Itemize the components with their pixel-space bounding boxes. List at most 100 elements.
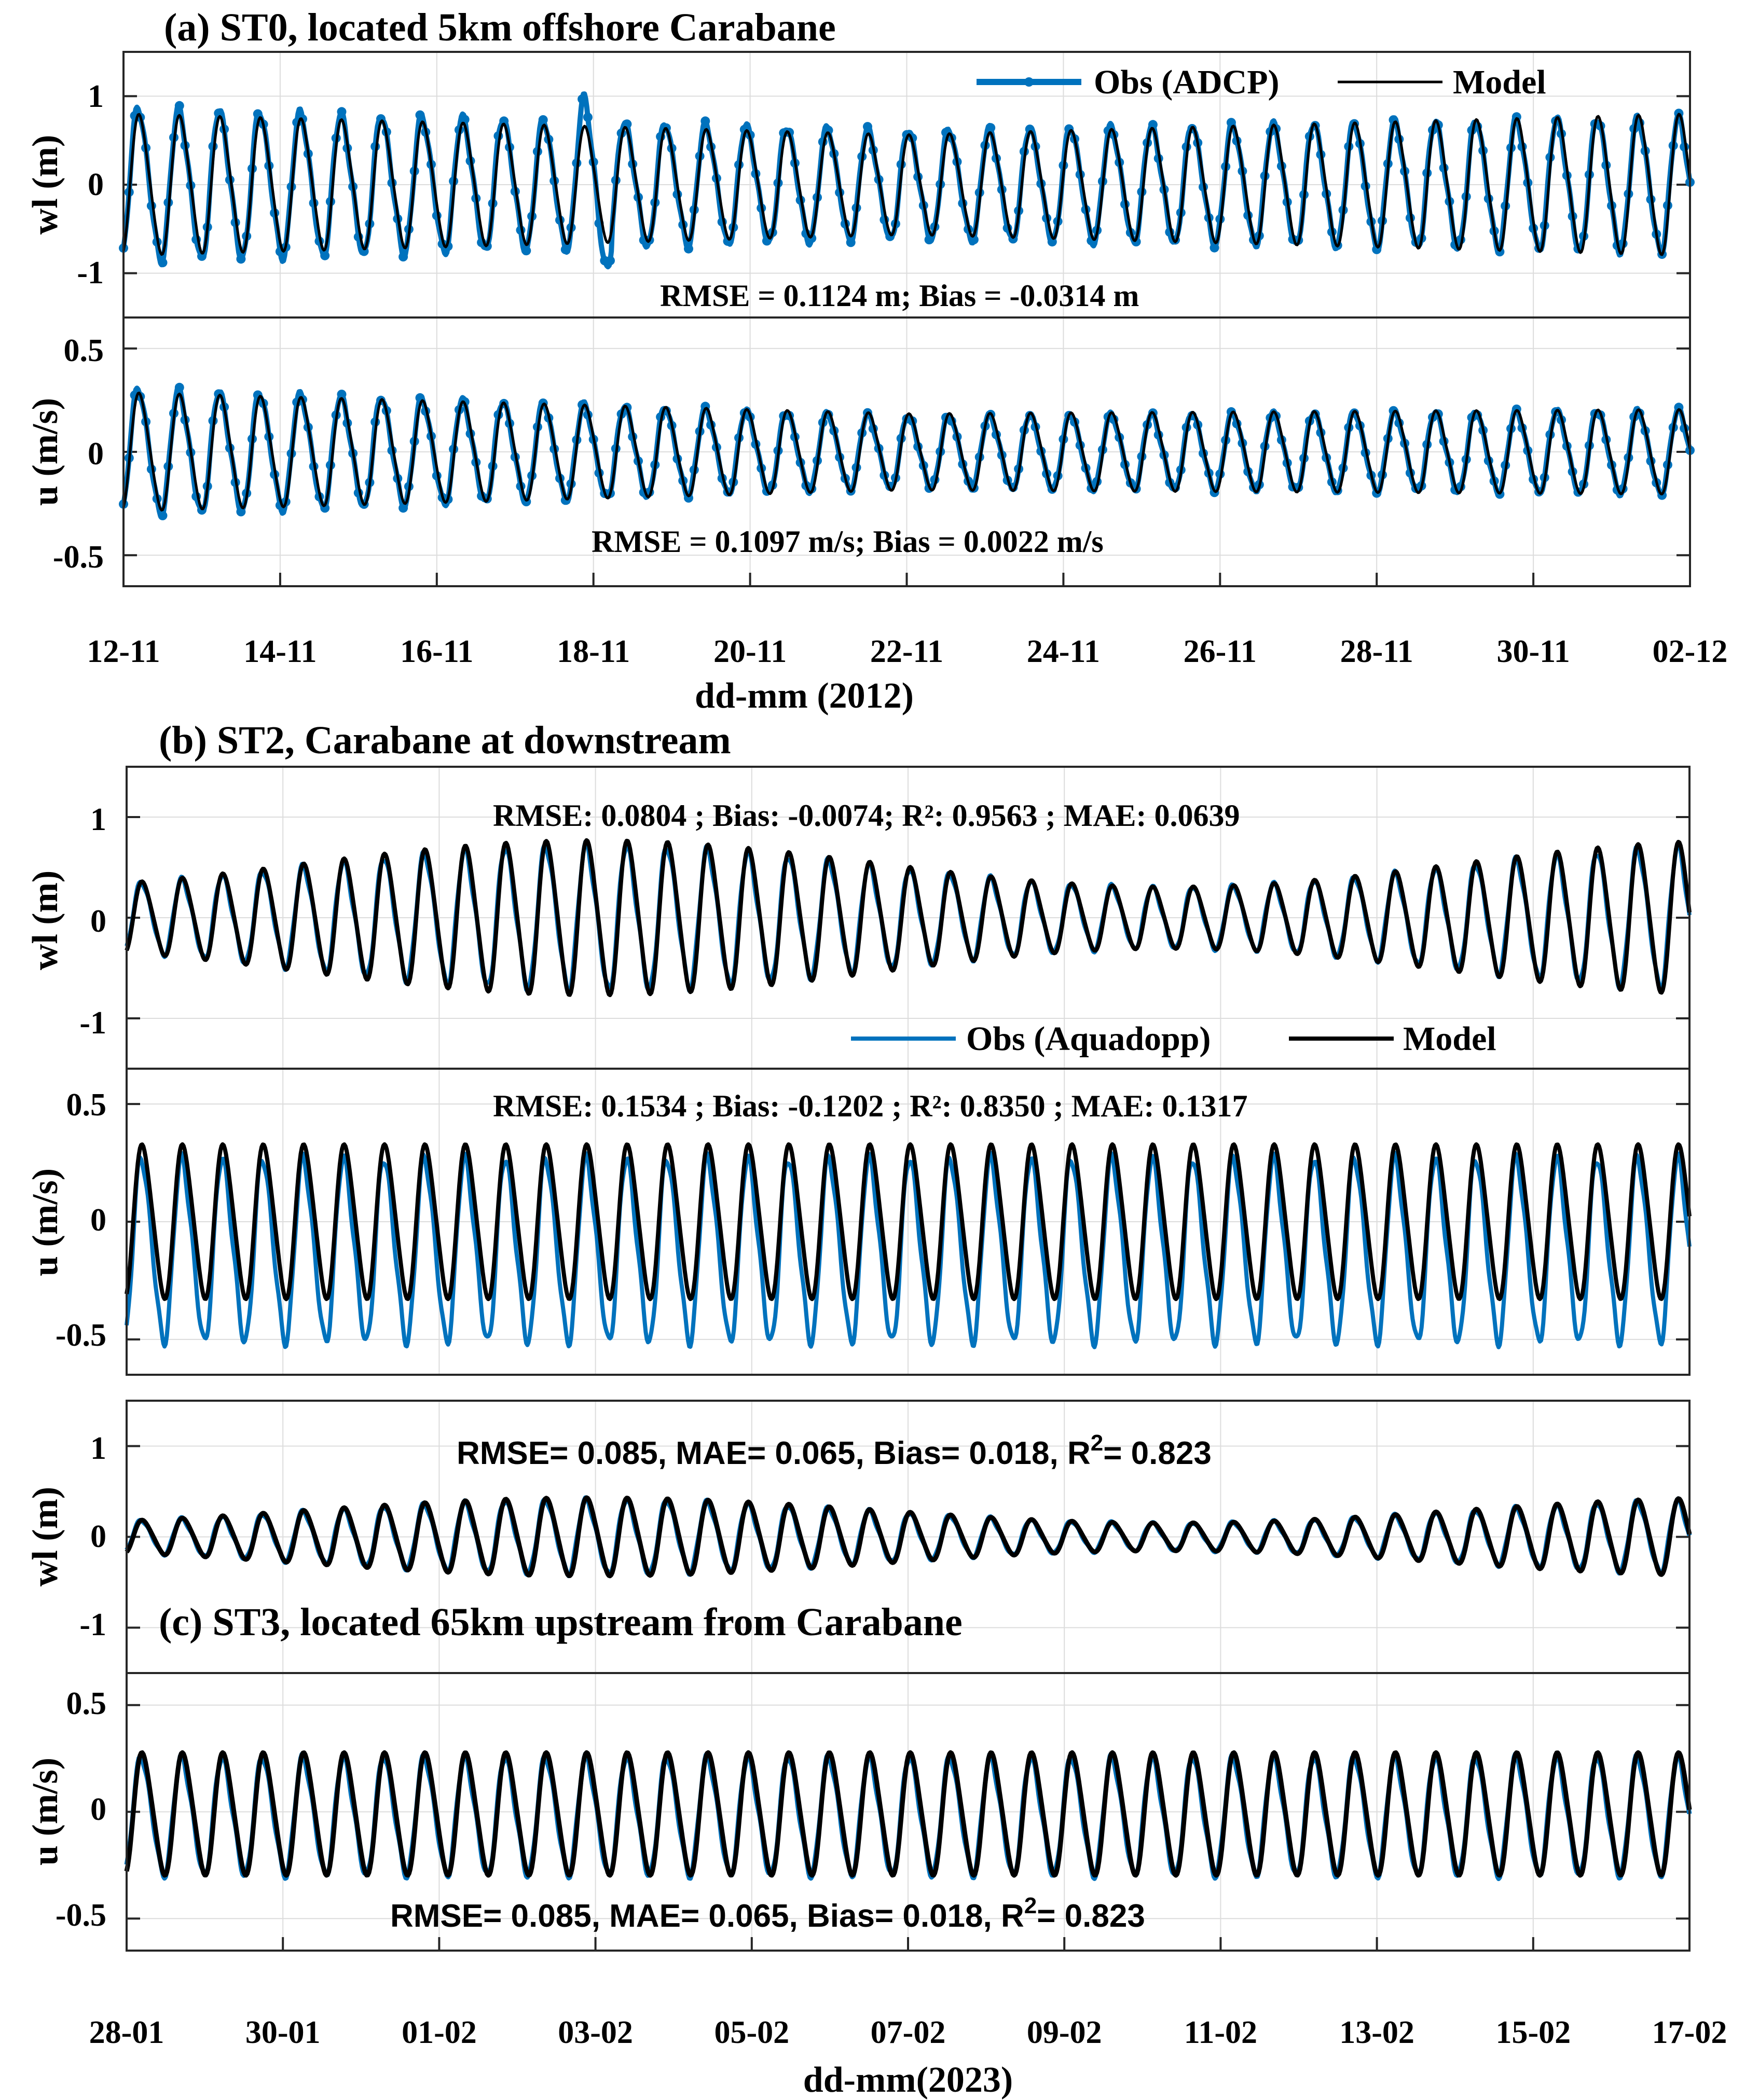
ylabel-c-u: u (m/s) [25,1758,65,1866]
obs-marker-a-wl-75 [538,115,548,125]
obs-marker-a-wl-53 [415,110,425,120]
obs-marker-a-wl-7 [158,258,168,268]
xtick-label-xticks-a-3: 18-11 [557,634,630,669]
xtick-label-xticks-a-7: 26-11 [1184,634,1257,669]
xlabel-a: dd-mm (2012) [695,676,914,716]
xtick-label-xticks-c-9: 15-02 [1495,2015,1571,2050]
legend-a-model-label: Model [1453,63,1546,101]
obs-marker-a-wl-104 [700,116,710,126]
ytick-c-u-2: 0 [90,1792,106,1827]
obs-marker-a-wl-14 [197,251,207,261]
obs-marker-a-wl-144 [924,235,934,244]
stats-c-u: RMSE= 0.085, MAE= 0.065, Bias= 0.018, R2… [390,1893,1145,1934]
obs-marker-a-wl-39 [337,107,347,117]
axes-frame-b-u [126,1068,1691,1376]
obs-marker-a-u-10 [174,382,184,392]
obs-marker-a-wl-101 [684,244,693,254]
obs-marker-a-wl-195 [1210,243,1219,253]
ylabel-a-wl: wl (m) [25,135,65,234]
xtick-label-xticks-a-8: 28-11 [1340,634,1413,669]
ytick-c-u-3: -0.5 [56,1898,106,1933]
xtick-label-xticks-c-0: 28-01 [89,2015,164,2050]
series-model-b-u [125,1142,1692,1302]
ytick-c-wl-1: 1 [90,1431,106,1466]
plot-a-u: 0.5 0 -0.5 u (m/s) RMSE = 0.1097 m/s; Bi… [25,316,1695,587]
obs-marker-a-wl-166 [1047,237,1057,247]
series-group-a-u [119,382,1695,520]
legend-b: Obs (Aquadopp) Model [851,1020,1496,1058]
obs-marker-a-u-21 [236,507,246,517]
obs-marker-a-u-7 [158,510,168,520]
stats-b-wl: RMSE: 0.0804 ; Bias: -0.0074; R²: 0.9563… [493,798,1240,833]
obs-marker-a-wl-58 [443,241,453,251]
ytick-a-u-3: -0.5 [53,540,104,575]
legend-b-obs-label: Obs (Aquadopp) [966,1020,1211,1058]
obs-marker-a-wl-155 [986,123,996,133]
panel-c-title: (c) ST3, located 65km upstream from Cara… [159,1600,963,1644]
legend-b-model-label: Model [1403,1020,1496,1058]
series-model-a-u [122,391,1692,512]
ytick-a-u-1: 0.5 [64,333,104,368]
ytick-a-wl-1: 1 [88,79,104,114]
stats-b-u: RMSE: 0.1534 ; Bias: -0.1202 ; R²: 0.835… [493,1089,1248,1123]
ytick-b-u-2: 0 [90,1203,106,1238]
plot-c-u: 0.5 0 -0.5 u (m/s) RMSE= 0.085, MAE= 0.0… [25,1672,1692,1952]
ytick-b-u-1: 0.5 [66,1087,107,1123]
obs-marker-a-u-82 [578,400,587,410]
xtick-label-xticks-a-4: 20-11 [713,634,787,669]
obs-marker-a-wl-133 [863,122,872,132]
xtick-label-xticks-c-2: 01-02 [402,2015,477,2050]
ytick-c-wl-3: -1 [79,1607,106,1642]
xlabel-c: dd-mm(2023) [803,2060,1013,2100]
plot-b-wl: 1 0 -1 wl (m) RMSE: 0.0804 ; Bias: -0.00… [25,766,1692,1070]
plot-a-wl: 1 0 -1 wl (m) RMSE = 0.1124 m; Bias = -0… [25,51,1695,319]
obs-marker-a-wl-21 [236,254,246,264]
ytick-c-u-1: 0.5 [66,1686,107,1721]
ytick-a-wl-2: 0 [88,167,104,202]
obs-marker-a-wl-72 [521,246,531,256]
xtick-label-xticks-c-10: 17-02 [1652,2015,1727,2050]
obs-marker-a-u-39 [337,390,347,399]
ylabel-a-u: u (m/s) [25,398,65,506]
obs-marker-a-wl-36 [320,251,330,260]
ytick-b-wl-2: 0 [90,904,106,939]
xtick-label-xticks-a-10: 02-12 [1653,634,1728,669]
xtick-label-xticks-a-5: 22-11 [870,634,943,669]
stats-a-wl: RMSE = 0.1124 m; Bias = -0.0314 m [660,279,1139,313]
ytick-b-u-3: -0.5 [56,1318,106,1353]
xtick-label-xticks-a-2: 16-11 [400,634,473,669]
obs-marker-a-wl-79 [560,245,570,254]
ylabel-b-wl: wl (m) [25,871,65,970]
xaxis-c: 28-01 30-01 01-02 03-02 05-02 07-02 09-02 11-02… [89,1937,1727,2050]
panel-a-title: (a) ST0, located 5km offshore Carabane [164,6,836,49]
ytick-c-wl-2: 0 [90,1519,106,1554]
xtick-label-xticks-a-6: 24-11 [1027,634,1100,669]
ytick-a-u-2: 0 [88,436,104,472]
xtick-label-xticks-a-9: 30-11 [1496,634,1570,669]
obs-marker-a-wl-10 [174,101,184,110]
ylabel-b-u: u (m/s) [25,1168,65,1276]
xtick-label-xticks-c-5: 07-02 [871,2015,946,2050]
xtick-label-xticks-c-3: 03-02 [558,2015,633,2050]
obs-marker-a-wl-152 [969,235,979,244]
obs-marker-a-wl-82 [578,94,587,104]
xaxis-a: 12-11 14-11 16-11 18-11 20-11 22-11 24-11 26-11… [87,573,1727,669]
legend-a: Obs (ADCP) Model [977,63,1546,101]
legend-a-obs-marker [1024,77,1034,87]
series-model-b-wl [125,838,1692,998]
obs-marker-a-wl-24 [253,109,263,119]
series-model-a-wl [122,113,1692,256]
ylabel-c-wl: wl (m) [25,1487,65,1586]
obs-marker-a-wl-130 [846,238,856,247]
stats-c-wl: RMSE= 0.085, MAE= 0.065, Bias= 0.018, R2… [457,1430,1212,1471]
ytick-b-wl-1: 1 [90,802,106,837]
xtick-label-xticks-a-1: 14-11 [243,634,317,669]
stats-a-u: RMSE = 0.1097 m/s; Bias = 0.0022 m/s [592,524,1104,559]
xtick-label-xticks-a-0: 12-11 [87,634,160,669]
obs-marker-a-wl-184 [1148,120,1158,130]
plot-c-wl: 1 0 -1 wl (m) RMSE= 0.085, MAE= 0.065, B… [25,1400,1692,1674]
series-model-c-wl [125,1495,1692,1579]
xtick-label-xticks-c-6: 09-02 [1027,2015,1102,2050]
ytick-a-wl-3: -1 [77,255,104,291]
